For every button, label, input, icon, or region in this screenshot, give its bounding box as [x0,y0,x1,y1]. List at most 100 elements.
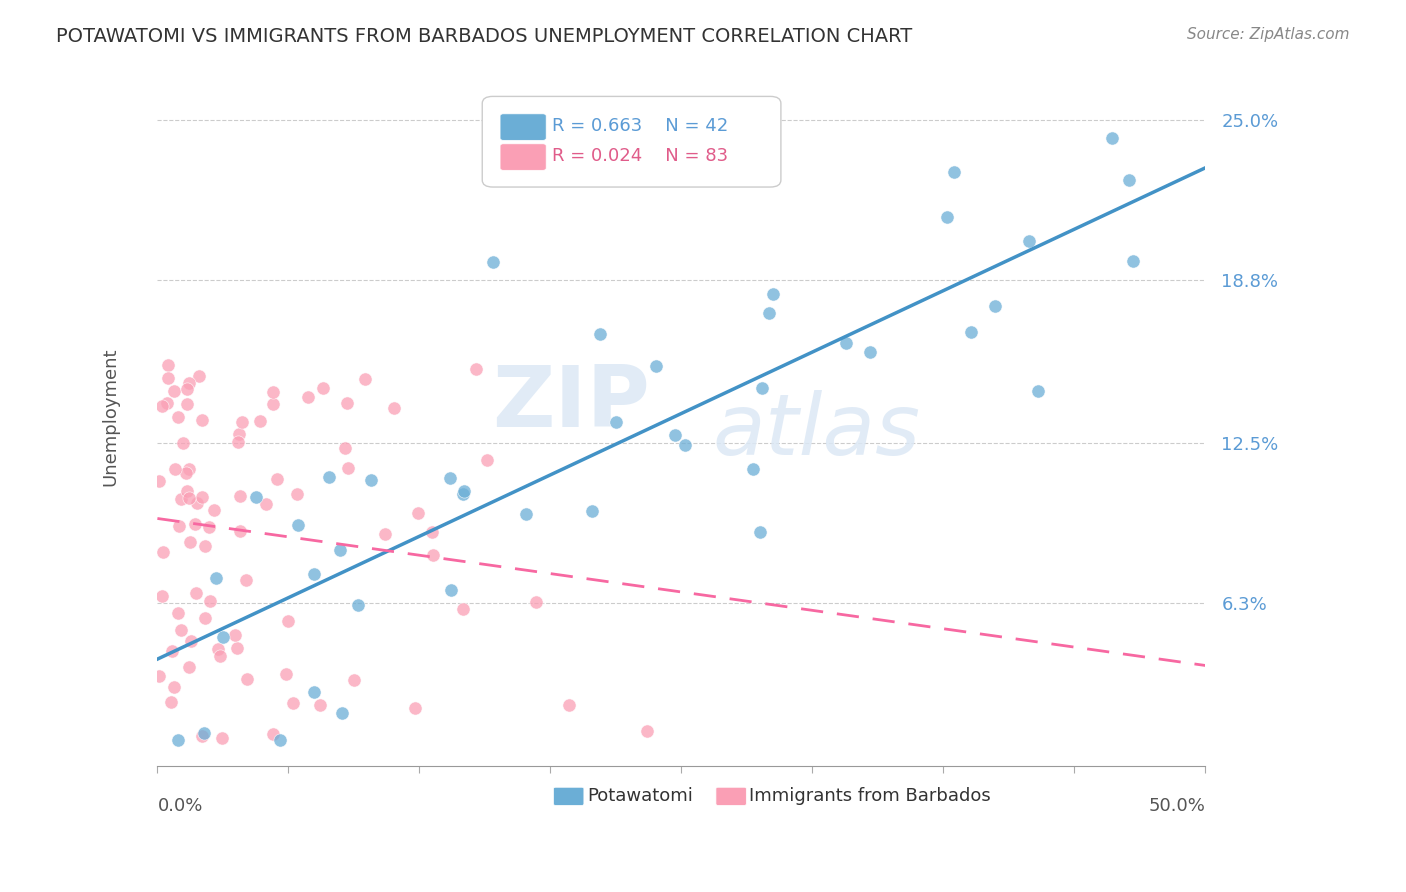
Point [274,666,297,681]
Point [285,486,308,500]
Point [224,628,246,642]
Point [1101,130,1123,145]
Point [269,732,291,747]
Point [157,371,180,385]
Point [193,726,215,740]
Text: Potawatomi: Potawatomi [588,788,693,805]
Point [200,594,222,608]
Point [477,453,499,467]
Point [942,165,965,179]
Point [318,470,340,484]
Text: R = 0.663    N = 42: R = 0.663 N = 42 [553,118,728,136]
Point [266,472,288,486]
Point [751,381,773,395]
Point [180,633,202,648]
Point [176,466,198,480]
Point [440,582,463,597]
Point [231,415,253,429]
Point [179,534,201,549]
Point [177,461,200,475]
Text: Source: ZipAtlas.com: Source: ZipAtlas.com [1187,27,1350,42]
FancyBboxPatch shape [554,788,583,805]
Point [333,441,356,455]
Point [453,602,475,616]
Point [166,606,188,620]
Point [176,484,198,499]
Point [581,504,603,518]
Text: R = 0.024    N = 83: R = 0.024 N = 83 [553,147,728,165]
Point [287,517,309,532]
Point [984,299,1007,313]
Point [936,210,959,224]
Point [184,585,207,599]
Point [329,543,352,558]
Point [226,435,249,450]
Point [190,730,212,744]
Point [167,732,190,747]
Point [211,731,233,745]
Point [1118,172,1140,186]
Point [758,306,780,320]
Point [165,462,187,476]
Point [297,390,319,404]
Point [644,359,666,373]
Point [762,287,785,301]
Point [167,410,190,425]
Point [177,376,200,390]
Point [382,401,405,415]
Point [194,539,217,553]
Point [304,685,326,699]
Point [336,461,359,475]
Point [330,706,353,720]
Point [453,487,475,501]
Point [422,549,444,563]
Point [262,385,284,400]
Point [464,362,486,376]
Point [673,438,696,452]
Point [354,372,377,386]
Point [420,524,443,539]
Point [835,335,858,350]
Point [229,489,252,503]
Point [163,384,186,399]
Point [172,436,194,450]
Point [211,630,233,644]
Point [150,589,173,603]
Point [1026,384,1049,399]
Point [249,414,271,428]
Point [605,415,627,429]
Text: Immigrants from Barbados: Immigrants from Barbados [749,788,991,805]
Point [176,397,198,411]
Point [170,623,193,637]
Point [194,611,217,625]
Point [748,525,770,540]
Point [229,524,252,539]
Point [163,681,186,695]
Point [169,519,191,533]
Point [150,399,173,413]
Point [205,571,228,585]
Point [177,659,200,673]
Point [1018,234,1040,248]
Text: 50.0%: 50.0% [1149,797,1205,815]
Point [404,701,426,715]
FancyBboxPatch shape [482,96,780,187]
Point [959,325,981,339]
Point [156,395,179,409]
Point [262,727,284,741]
Point [589,326,612,341]
Text: POTAWATOMI VS IMMIGRANTS FROM BARBADOS UNEMPLOYMENT CORRELATION CHART: POTAWATOMI VS IMMIGRANTS FROM BARBADOS U… [56,27,912,45]
Point [360,474,382,488]
Point [343,673,366,687]
Point [254,497,277,511]
Point [160,644,183,658]
Point [191,490,214,504]
Point [515,507,537,521]
Point [152,544,174,558]
Point [156,359,179,373]
Text: ZIP: ZIP [492,361,650,444]
Point [312,381,335,395]
Point [235,673,257,687]
Point [245,490,267,504]
Text: Unemployment: Unemployment [101,348,120,486]
